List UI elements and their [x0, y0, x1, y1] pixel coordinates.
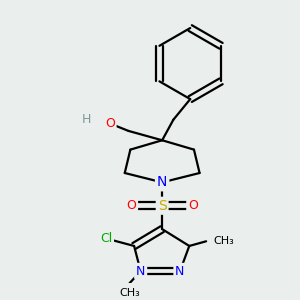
- Text: CH₃: CH₃: [119, 288, 140, 298]
- Text: Cl: Cl: [100, 232, 112, 245]
- Text: CH₃: CH₃: [214, 236, 234, 246]
- Text: N: N: [136, 265, 145, 278]
- Text: O: O: [126, 199, 136, 212]
- Text: N: N: [175, 265, 184, 278]
- Text: S: S: [158, 199, 167, 213]
- Text: N: N: [157, 176, 167, 189]
- Text: O: O: [188, 199, 198, 212]
- Text: H: H: [82, 113, 91, 126]
- Text: O: O: [105, 117, 115, 130]
